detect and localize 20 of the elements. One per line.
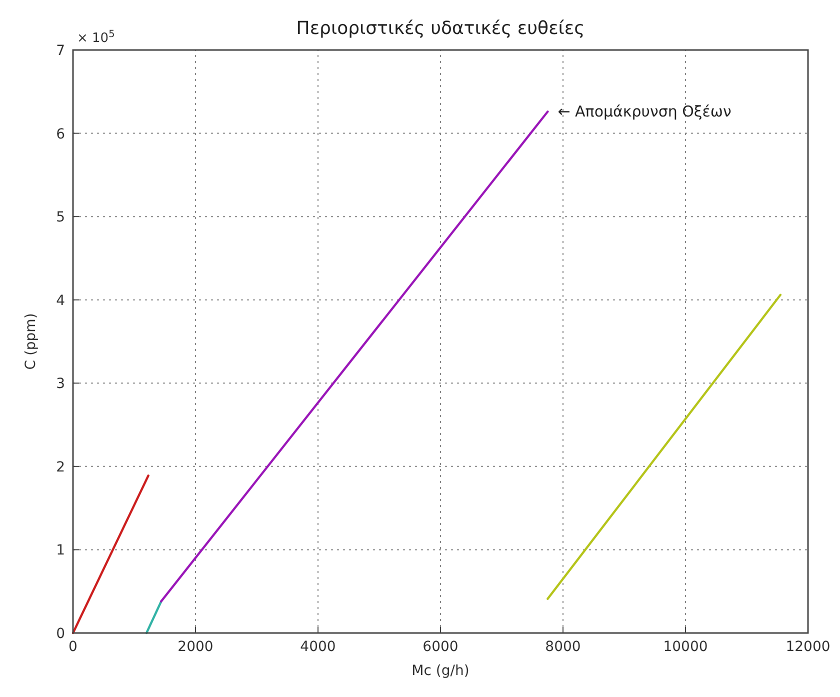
y-axis-title: C (ppm)	[23, 313, 39, 370]
annotation: ← Απομάκρυνση Οξέων	[558, 102, 732, 121]
text: × 10$^{5}$	[77, 28, 115, 46]
x-tick-label: 12000	[786, 639, 830, 655]
x-tick-label: 4000	[300, 639, 336, 655]
y-tick-label: 2	[56, 459, 65, 476]
y-tick-label: 0	[56, 626, 65, 642]
x-axis-title: Mc (g/h)	[412, 663, 470, 679]
y-tick-label: 5	[56, 210, 65, 226]
x-tick-label: 8000	[545, 639, 581, 655]
y-tick-label: 1	[56, 542, 65, 559]
y-tick-label: 4	[56, 292, 66, 309]
x-tick-label: 10000	[663, 639, 708, 655]
y-tick-label: 7	[56, 43, 65, 59]
x-tick-label: 6000	[422, 639, 458, 655]
chart-title: Περιοριστικές υδατικές ευθείες	[296, 18, 585, 39]
x-tick-label: 2000	[178, 639, 214, 655]
y-tick-label: 6	[56, 126, 66, 142]
x-tick-label: 0	[68, 639, 78, 655]
y-tick-label: 3	[56, 376, 65, 392]
